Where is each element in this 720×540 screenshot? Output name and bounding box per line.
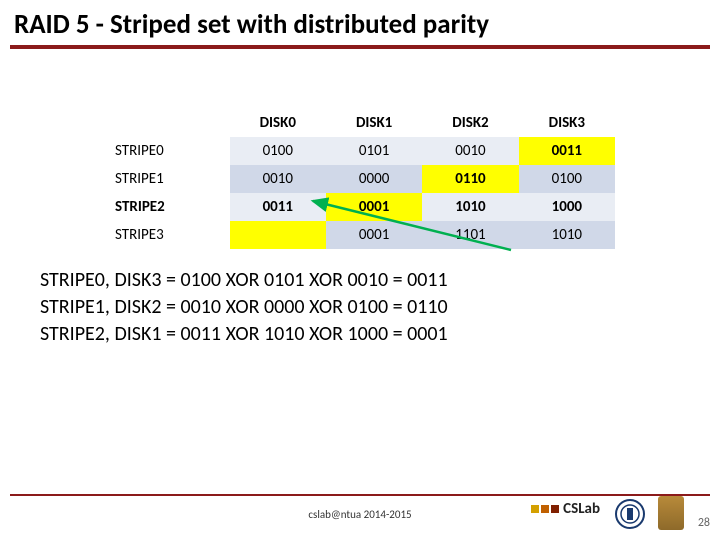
slide-number: 28 (698, 516, 710, 530)
calc-line-1: STRIPE1, DISK2 = 0010 XOR 0000 XOR 0100 … (40, 294, 720, 321)
parity-cell: 0011 (519, 137, 615, 165)
data-cell: 0101 (326, 137, 422, 165)
raid-table: DISK0 DISK1 DISK2 DISK3 STRIPE0010001010… (105, 109, 615, 249)
parity-cell: 0110 (422, 165, 518, 193)
table-row: STRIPE3 000111011010 (105, 221, 615, 249)
cslab-logo-icon (531, 505, 559, 513)
parity-cell (230, 221, 326, 249)
col-header-empty (105, 109, 230, 137)
data-cell: 0011 (230, 193, 326, 221)
col-header-disk0: DISK0 (230, 109, 326, 137)
data-cell: 1010 (519, 221, 615, 249)
footer-divider (10, 494, 710, 496)
data-cell: 1010 (422, 193, 518, 221)
footer-text: cslab@ntua 2014-2015 (308, 508, 411, 521)
data-cell: 0100 (230, 137, 326, 165)
row-label: STRIPE2 (105, 193, 230, 221)
data-cell: 0010 (230, 165, 326, 193)
parity-cell: 0001 (326, 193, 422, 221)
raid-table-container: DISK0 DISK1 DISK2 DISK3 STRIPE0010001010… (105, 109, 615, 249)
row-label: STRIPE1 (105, 165, 230, 193)
calc-line-0: STRIPE0, DISK3 = 0100 XOR 0101 XOR 0010 … (40, 267, 720, 294)
ntua-logo-icon (614, 498, 646, 530)
page-title: RAID 5 - Striped set with distributed pa… (0, 0, 720, 45)
row-label: STRIPE3 (105, 221, 230, 249)
row-label: STRIPE0 (105, 137, 230, 165)
data-cell: 1101 (422, 221, 518, 249)
col-header-disk1: DISK1 (326, 109, 422, 137)
calculation-block: STRIPE0, DISK3 = 0100 XOR 0101 XOR 0010 … (40, 267, 720, 348)
data-cell: 1000 (519, 193, 615, 221)
table-row: STRIPE00100010100100011 (105, 137, 615, 165)
footer: cslab@ntua 2014-2015 CSLab 28 (0, 494, 720, 534)
data-cell: 0001 (326, 221, 422, 249)
calc-line-2: STRIPE2, DISK1 = 0011 XOR 1010 XOR 1000 … (40, 321, 720, 348)
data-cell: 0100 (519, 165, 615, 193)
col-header-disk2: DISK2 (422, 109, 518, 137)
cslab-logo-text: CSLab (563, 500, 600, 518)
cslab-logo: CSLab (531, 500, 600, 518)
col-header-disk3: DISK3 (519, 109, 615, 137)
title-divider (10, 45, 710, 49)
table-row: STRIPE20011000110101000 (105, 193, 615, 221)
data-cell: 0010 (422, 137, 518, 165)
table-row: STRIPE10010000001100100 (105, 165, 615, 193)
data-cell: 0000 (326, 165, 422, 193)
athena-logo-icon (658, 496, 684, 530)
